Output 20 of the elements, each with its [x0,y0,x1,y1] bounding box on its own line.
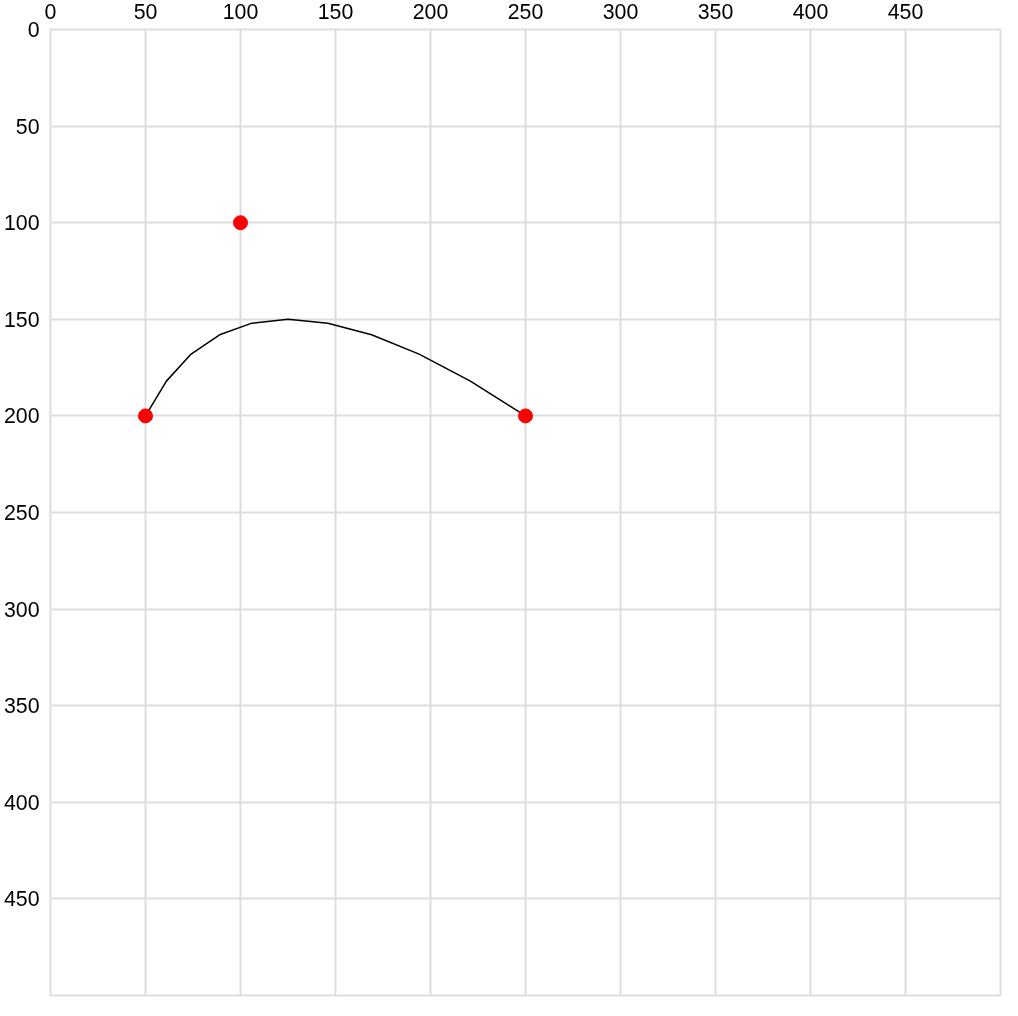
y-tick-label: 100 [3,211,40,236]
y-tick-label: 400 [3,790,40,815]
x-tick-label: 200 [412,0,449,24]
y-tick-label: 50 [15,114,40,139]
x-tick-label: 50 [133,0,158,24]
y-tick-label: 150 [3,307,40,332]
x-tick-label: 250 [507,0,544,24]
x-tick-label: 0 [44,0,57,24]
x-tick-label: 150 [317,0,354,24]
x-tick-label: 300 [602,0,639,24]
y-tick-label: 250 [3,501,40,525]
y-tick-label: 300 [3,597,40,622]
y-tick-label: 0 [27,18,40,42]
y-tick-label: 200 [3,404,40,429]
x-tick-label: 100 [222,0,259,24]
x-tick-label: 450 [887,0,924,24]
x-tick-label: 350 [697,0,734,24]
x-tick-label: 400 [792,0,829,24]
y-tick-label: 450 [3,887,40,912]
y-tick-label: 350 [3,694,40,719]
